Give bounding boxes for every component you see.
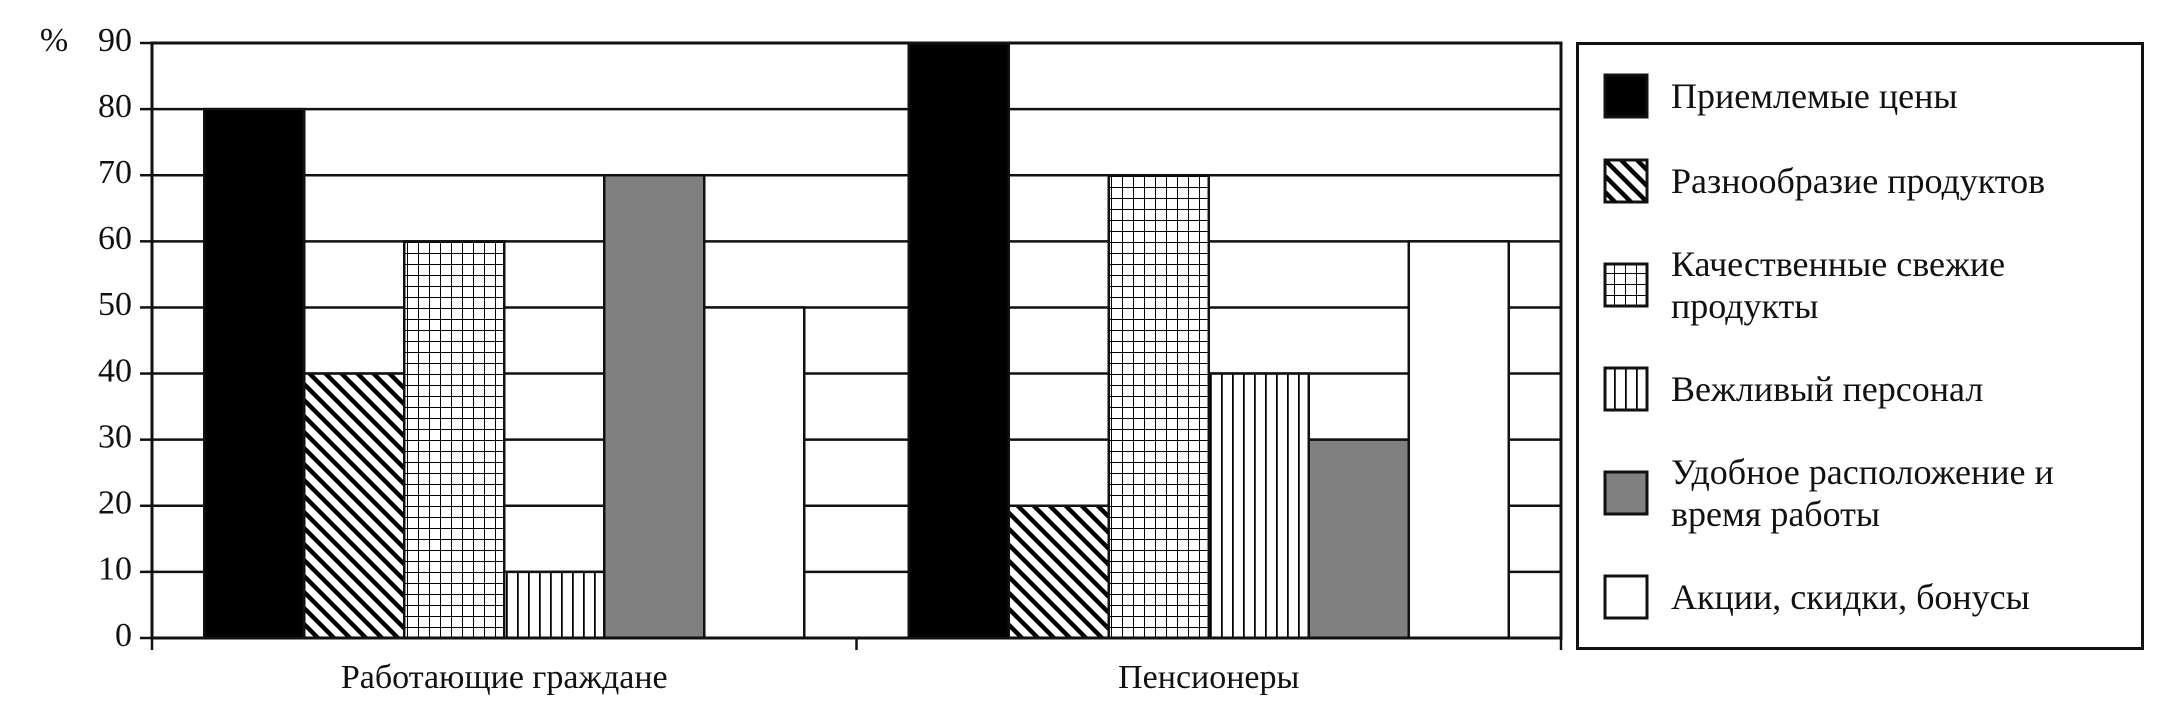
legend-label: Вежливый персонал bbox=[1671, 368, 1984, 409]
bar bbox=[1407, 240, 1510, 640]
y-tick-label: 70 bbox=[98, 154, 132, 191]
legend-swatch bbox=[1603, 470, 1649, 515]
bar bbox=[203, 107, 306, 640]
bar bbox=[1107, 173, 1210, 640]
swatch bbox=[1603, 262, 1649, 307]
legend-entry: Вежливый персонал bbox=[1603, 366, 2121, 412]
legend-label: Удобное расположение и время работы bbox=[1671, 451, 2054, 534]
legend-swatch bbox=[1603, 158, 1649, 203]
legend-entry: Качественные свежие продукты bbox=[1603, 243, 2121, 327]
y-tick-label: 60 bbox=[98, 220, 132, 257]
legend-entry: Акции, скидки, бонусы bbox=[1603, 574, 2121, 620]
legend-swatch bbox=[1603, 73, 1649, 118]
swatch bbox=[1603, 73, 1649, 118]
bar bbox=[1207, 372, 1310, 640]
legend-label: Приемлемые цены bbox=[1671, 75, 1958, 116]
bar bbox=[907, 41, 1010, 640]
bar bbox=[1007, 504, 1110, 640]
legend-swatch bbox=[1603, 366, 1649, 411]
y-tick-label: 30 bbox=[98, 418, 132, 455]
bar bbox=[603, 173, 706, 640]
y-tick-label: 80 bbox=[98, 88, 132, 125]
y-tick-label: 20 bbox=[98, 485, 132, 522]
x-tick-label: Работающие граждане bbox=[341, 659, 668, 696]
swatch bbox=[1603, 158, 1649, 203]
legend-swatch bbox=[1603, 574, 1649, 619]
swatch bbox=[1603, 366, 1649, 411]
bar bbox=[303, 372, 406, 640]
swatch bbox=[1603, 470, 1649, 515]
legend: Приемлемые цены Разнообразие продуктов К… bbox=[1576, 42, 2144, 650]
y-tick-label: 90 bbox=[98, 22, 132, 59]
legend-entry: Удобное расположение и время работы bbox=[1603, 451, 2121, 535]
bar bbox=[403, 240, 506, 640]
legend-label: Качественные свежие продукты bbox=[1671, 243, 2006, 326]
y-axis-label: % bbox=[40, 22, 68, 59]
legend-label: Разнообразие продуктов bbox=[1671, 160, 2046, 201]
bar bbox=[703, 306, 806, 640]
legend-label: Акции, скидки, бонусы bbox=[1671, 576, 2030, 617]
legend-swatch bbox=[1603, 262, 1649, 307]
bar bbox=[1307, 438, 1410, 640]
bar bbox=[503, 570, 606, 640]
y-tick-label: 10 bbox=[98, 551, 132, 588]
y-tick-label: 40 bbox=[98, 352, 132, 389]
legend-entry: Приемлемые цены bbox=[1603, 73, 2121, 119]
y-tick-label: 50 bbox=[98, 286, 132, 323]
x-tick-label: Пенсионеры bbox=[1118, 659, 1299, 696]
chart: % 0 10 20 30 40 50 60 70 80 90 Работающие граждане… bbox=[40, 22, 1563, 696]
swatch bbox=[1603, 574, 1649, 619]
y-tick-label: 0 bbox=[115, 617, 132, 654]
legend-entry: Разнообразие продуктов bbox=[1603, 158, 2121, 204]
